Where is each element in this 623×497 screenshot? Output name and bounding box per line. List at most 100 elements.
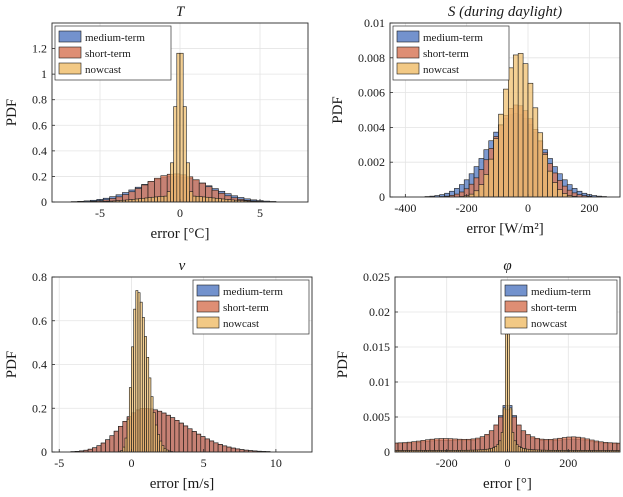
y-tick-label: 0.6: [32, 118, 47, 132]
histogram-bar: [580, 437, 586, 452]
histogram-bar: [217, 444, 223, 452]
histogram-bar: [498, 440, 502, 452]
y-axis-label: PDF: [330, 96, 346, 124]
legend-swatch: [196, 316, 220, 329]
y-tick-label: 0.015: [363, 340, 390, 354]
legend-swatch: [58, 30, 82, 43]
histogram-bar: [100, 442, 106, 452]
histogram-bar: [170, 417, 176, 452]
y-tick-label: 0.002: [358, 155, 385, 169]
series-nowcast: [459, 53, 578, 197]
x-tick-label: 0: [177, 206, 183, 220]
legend: medium-term short-term nowcast: [500, 279, 618, 335]
histogram-bar: [147, 197, 152, 202]
histogram-bar: [157, 196, 162, 202]
histogram-bar: [557, 189, 563, 197]
histogram-bar: [537, 132, 544, 197]
x-axis-label: error [°C]: [151, 226, 210, 242]
histogram-bar: [214, 197, 219, 202]
series-nowcast: [118, 290, 173, 452]
histogram-bar: [493, 138, 499, 197]
histogram-bar: [498, 113, 504, 197]
histogram-bar: [575, 436, 581, 452]
histogram-bar: [584, 438, 590, 452]
histogram-bar: [235, 448, 241, 452]
histogram-bar: [92, 447, 98, 452]
histogram-bar: [141, 317, 145, 452]
histogram-bar: [144, 197, 149, 202]
histogram-bar: [571, 436, 577, 452]
histogram-bar: [617, 450, 620, 452]
histogram-bar: [508, 67, 514, 197]
histogram-bar: [176, 52, 181, 202]
x-axis-label: error [W/m²]: [466, 221, 543, 237]
y-tick-label: 0.004: [358, 120, 385, 134]
x-tick-label: 0: [128, 456, 134, 470]
histogram-bar: [522, 448, 525, 452]
histogram-bar: [496, 444, 500, 452]
histogram-bar: [148, 377, 152, 452]
y-tick-label: 0.4: [32, 144, 47, 158]
legend-label: medium-term: [531, 286, 591, 298]
x-tick-label: -5: [95, 206, 105, 220]
y-axis-label: PDF: [4, 351, 20, 379]
axes-box: [389, 22, 621, 198]
histogram-bar: [131, 346, 134, 452]
y-tick-label: 0.008: [358, 51, 385, 65]
y-tick-label: 0.4: [32, 358, 47, 372]
legend-label: medium-term: [423, 32, 483, 44]
histogram-bar: [517, 446, 521, 452]
histogram-bar: [182, 106, 187, 202]
histogram-bar: [105, 439, 111, 452]
legend-swatch: [58, 46, 82, 59]
histogram-bar: [524, 448, 527, 452]
legend-label: nowcast: [423, 64, 459, 76]
histogram-bar: [166, 191, 171, 202]
histogram-bar: [494, 446, 498, 452]
x-tick-label: 0: [525, 201, 531, 215]
histogram-bar: [198, 196, 203, 202]
histogram-bar: [552, 182, 558, 197]
histogram-bar: [196, 433, 202, 452]
panel-title: S (during daylight): [448, 4, 562, 20]
legend-swatch: [396, 46, 420, 59]
legend-label: nowcast: [531, 318, 567, 330]
histogram-bar: [483, 174, 490, 197]
histogram-bar: [152, 412, 156, 452]
histogram-bar: [490, 448, 493, 452]
histogram-bar: [542, 154, 548, 197]
histogram-bar: [505, 320, 508, 452]
histogram-bar: [170, 162, 174, 202]
histogram-bar: [163, 195, 168, 202]
histogram-bar: [150, 396, 154, 452]
histogram-bar: [503, 88, 509, 197]
histogram-bar: [517, 53, 524, 197]
y-tick-label: 0.005: [363, 410, 390, 424]
histogram-bars: [70, 290, 271, 452]
legend-swatch: [58, 62, 82, 75]
histogram-bar: [434, 438, 440, 452]
y-tick-label: 0.2: [32, 401, 47, 415]
chart-panel-3: -5 0 5 10 0 0.2 0.4 0.6 0.8 v error [m/s] PDF medium…: [4, 258, 313, 492]
legend: medium-term short-term nowcast: [192, 279, 310, 335]
series-nowcast: [395, 320, 620, 452]
legend-label: short-term: [423, 48, 469, 60]
legend-label: short-term: [223, 302, 269, 314]
x-tick-label: -200: [436, 456, 458, 470]
x-tick-label: -5: [54, 456, 64, 470]
histogram-bar: [443, 438, 449, 452]
panel-title: v: [179, 258, 186, 274]
legend-swatch: [504, 300, 528, 313]
histogram-bar: [527, 82, 534, 197]
legend-swatch: [196, 300, 220, 313]
y-axis-label: PDF: [335, 351, 351, 379]
histogram-bar: [452, 438, 458, 452]
panel-title: T: [176, 4, 186, 20]
histogram-bar: [488, 448, 491, 452]
histogram-bar: [511, 432, 515, 452]
histogram-bar: [160, 196, 165, 202]
histogram-bar: [126, 418, 130, 452]
histogram-bar: [124, 437, 128, 452]
histogram-bar: [96, 445, 102, 452]
